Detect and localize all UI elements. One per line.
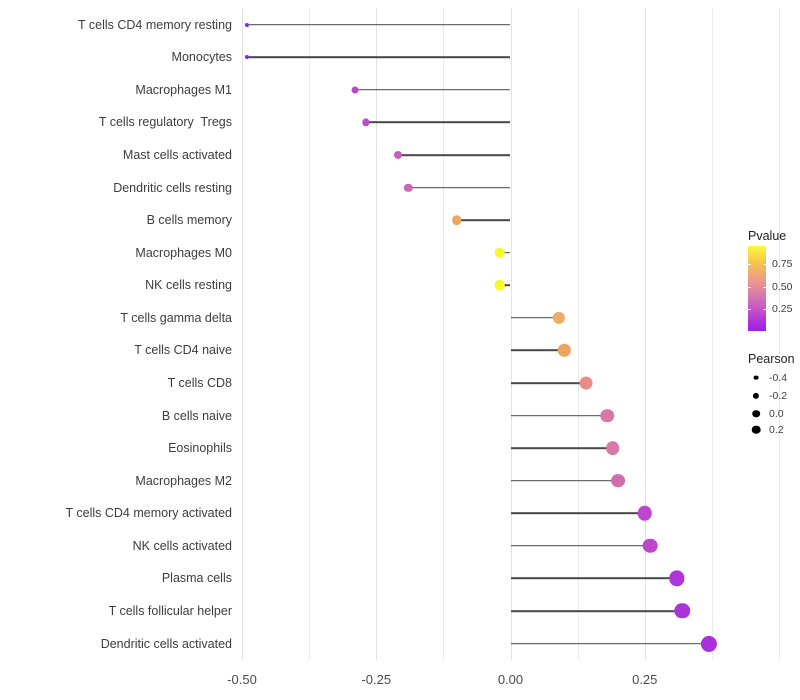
pvalue-tick-label: 0.25 bbox=[772, 303, 793, 315]
pvalue-colorbar-tick bbox=[748, 309, 751, 310]
data-point-dot bbox=[600, 408, 614, 423]
minor-gridline bbox=[577, 8, 579, 660]
lollipop-stem bbox=[510, 610, 683, 612]
pearson-size-label: -0.4 bbox=[769, 371, 788, 384]
data-point-dot bbox=[404, 183, 413, 192]
y-axis-label: Plasma cells bbox=[161, 571, 232, 586]
data-point-dot bbox=[637, 506, 652, 521]
x-axis-tick-label: -0.25 bbox=[361, 672, 392, 687]
lollipop-stem bbox=[510, 577, 677, 580]
lollipop-stem bbox=[365, 121, 511, 124]
y-axis-label: T cells CD8 bbox=[167, 375, 232, 390]
lollipop-stem bbox=[510, 545, 651, 547]
minor-gridline bbox=[711, 8, 713, 660]
pearson-size-label: 0.2 bbox=[769, 423, 784, 436]
lollipop-stem bbox=[510, 447, 613, 449]
data-point-dot bbox=[701, 635, 718, 652]
lollipop-stem bbox=[397, 154, 511, 156]
major-gridline bbox=[644, 8, 646, 660]
y-axis-label: T cells CD4 memory activated bbox=[65, 506, 233, 520]
y-axis-label: B cells naive bbox=[161, 408, 232, 423]
pearson-size-dot bbox=[752, 409, 760, 418]
y-axis-label: NK cells resting bbox=[145, 278, 232, 292]
pearson-size-dot bbox=[751, 425, 761, 434]
x-axis-tick-label: -0.50 bbox=[227, 672, 257, 687]
pearson-size-label: -0.2 bbox=[769, 389, 788, 402]
y-axis-label: T cells regulatory Tregs bbox=[98, 115, 232, 130]
data-point-dot bbox=[452, 215, 462, 225]
minor-gridline bbox=[443, 8, 445, 660]
pvalue-colorbar-tick bbox=[748, 264, 751, 265]
pvalue-legend-title: Pvalue bbox=[748, 229, 787, 243]
y-axis-label: T cells follicular helper bbox=[108, 603, 232, 618]
pearson-legend-title: Pearson bbox=[748, 352, 795, 366]
x-axis-tick-label: 0.00 bbox=[497, 672, 524, 687]
lollipop-stem bbox=[510, 642, 710, 645]
x-axis-tick-label: 0.25 bbox=[632, 672, 658, 687]
lollipop-stem bbox=[510, 479, 618, 482]
data-point-dot bbox=[610, 473, 625, 488]
y-axis-label: Monocytes bbox=[171, 50, 232, 65]
lollipop-stem bbox=[247, 56, 511, 59]
lollipop-stem bbox=[499, 251, 511, 254]
pvalue-tick-label: 0.50 bbox=[772, 281, 793, 293]
lollipop-stem bbox=[510, 317, 559, 319]
data-point-dot bbox=[393, 150, 402, 159]
y-axis-label: T cells CD4 memory resting bbox=[78, 17, 232, 32]
pvalue-colorbar-tick bbox=[763, 264, 766, 265]
y-axis-label: T cells gamma delta bbox=[120, 310, 232, 325]
y-axis-label: Macrophages M2 bbox=[135, 473, 232, 488]
pvalue-colorbar-tick bbox=[763, 287, 766, 288]
major-gridline bbox=[242, 8, 243, 660]
data-point-dot bbox=[245, 55, 250, 60]
pvalue-tick-label: 0.75 bbox=[772, 258, 793, 270]
data-point-dot bbox=[552, 311, 565, 324]
lollipop-stem bbox=[247, 23, 511, 26]
lollipop-stem bbox=[354, 89, 511, 91]
pearson-size-dot bbox=[753, 375, 759, 380]
y-axis-label: Macrophages M1 bbox=[135, 82, 232, 97]
lollipop-stem bbox=[456, 219, 511, 221]
data-point-dot bbox=[579, 376, 593, 390]
major-gridline bbox=[376, 8, 378, 660]
minor-gridline bbox=[309, 8, 311, 660]
lollipop-stem bbox=[510, 382, 586, 384]
lollipop-stem bbox=[510, 414, 608, 417]
y-axis-label: B cells memory bbox=[146, 212, 232, 227]
y-axis-label: NK cells activated bbox=[132, 538, 232, 553]
y-axis-label: Eosinophils bbox=[168, 440, 232, 455]
data-point-dot bbox=[494, 247, 506, 259]
data-point-dot bbox=[494, 279, 506, 291]
lollipop-stem bbox=[408, 186, 511, 189]
pearson-size-dot bbox=[752, 392, 760, 399]
data-point-dot bbox=[557, 344, 571, 357]
data-point-dot bbox=[605, 441, 620, 455]
data-point-dot bbox=[361, 118, 370, 127]
y-axis-label: T cells CD4 naive bbox=[134, 343, 232, 358]
pearson-size-label: 0.0 bbox=[769, 407, 784, 420]
lollipop-stem bbox=[499, 284, 511, 287]
data-point-dot bbox=[669, 570, 685, 587]
lollipop-stem bbox=[510, 512, 645, 515]
pvalue-colorbar-tick bbox=[748, 287, 751, 288]
y-axis-label: Mast cells activated bbox=[122, 147, 232, 162]
data-point-dot bbox=[674, 603, 691, 619]
y-axis-label: Dendritic cells activated bbox=[100, 636, 232, 651]
y-axis-label: Macrophages M0 bbox=[135, 245, 232, 260]
lollipop-stem bbox=[510, 349, 565, 352]
pvalue-colorbar bbox=[748, 246, 766, 331]
major-gridline bbox=[510, 8, 512, 660]
data-point-dot bbox=[642, 538, 658, 554]
y-axis-label: Dendritic cells resting bbox=[113, 180, 232, 195]
data-point-dot bbox=[245, 22, 250, 27]
data-point-dot bbox=[351, 86, 359, 94]
minor-gridline bbox=[779, 8, 780, 660]
pvalue-colorbar-tick bbox=[763, 309, 766, 310]
